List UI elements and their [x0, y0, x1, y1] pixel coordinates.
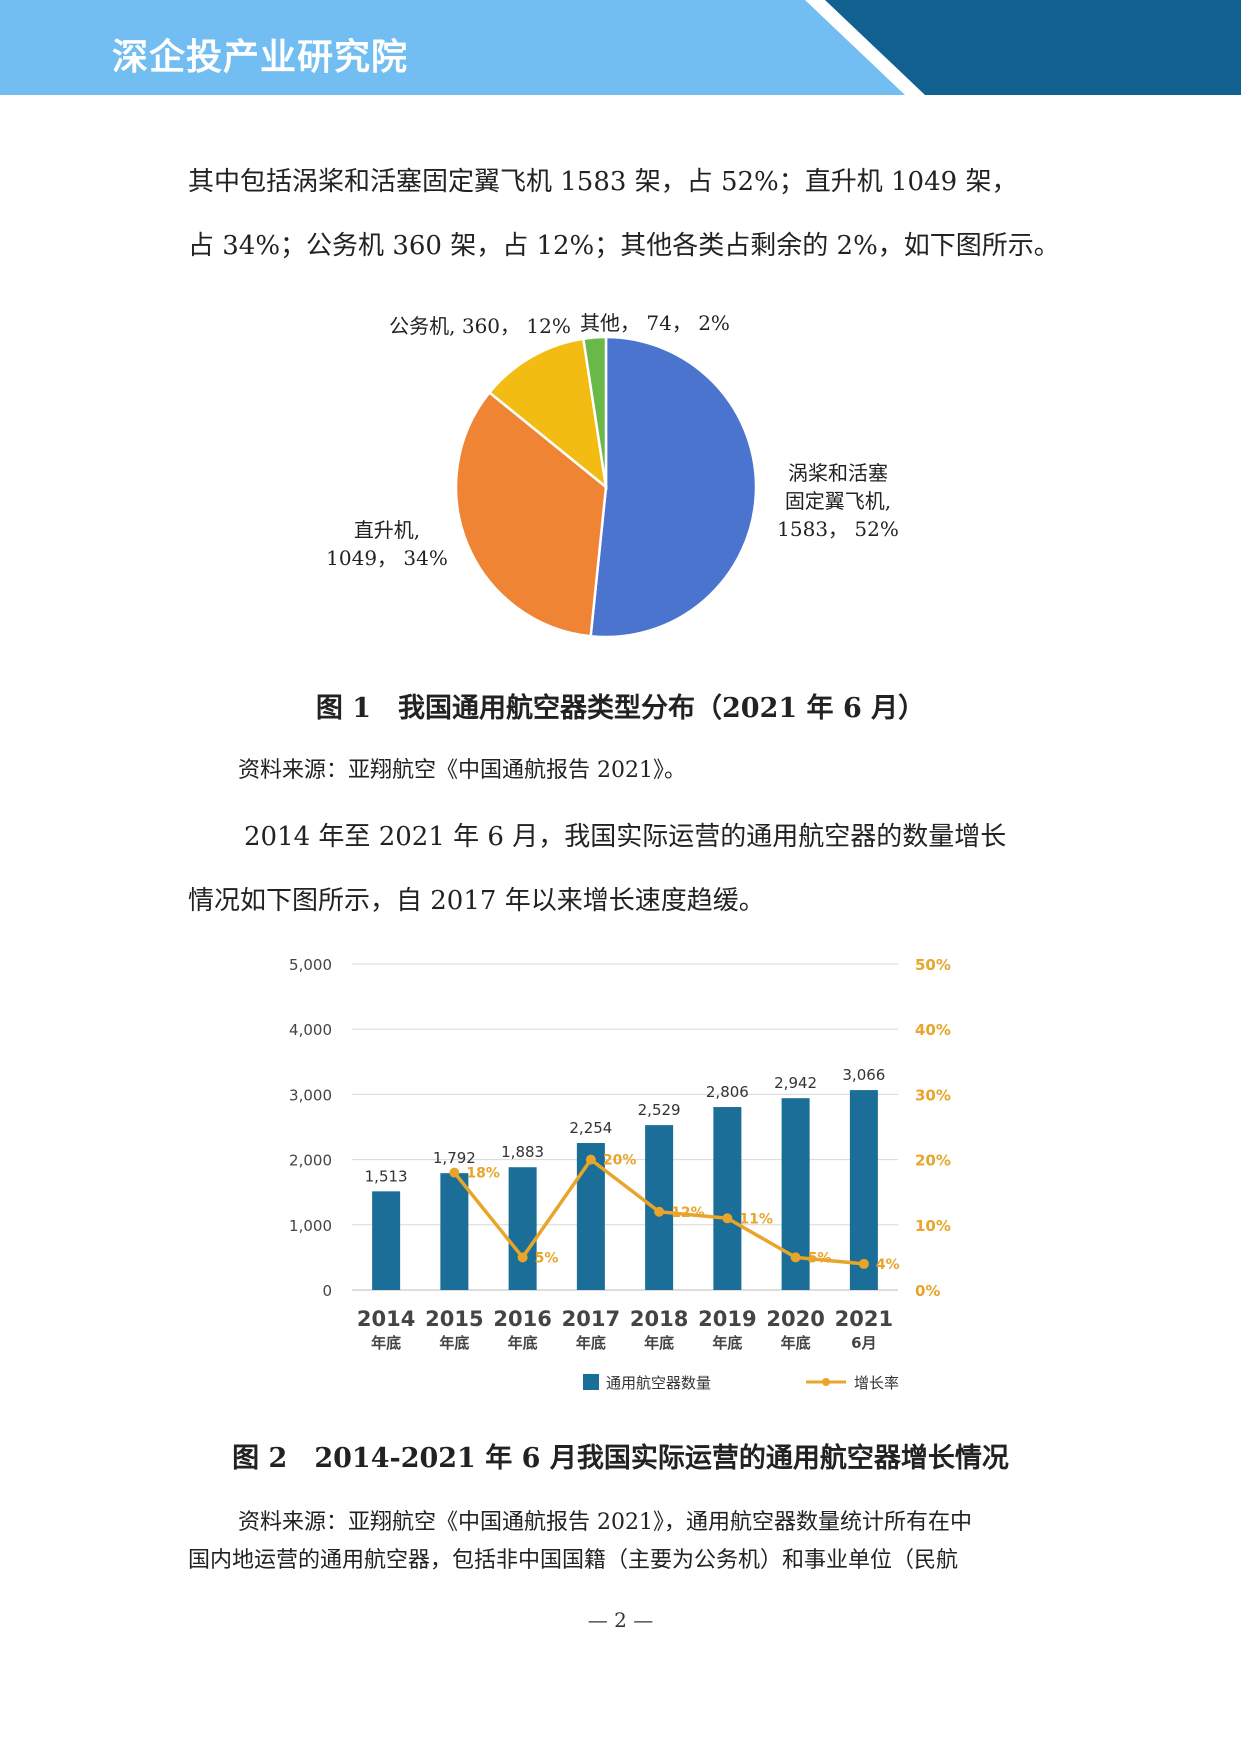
growth-point — [585, 1154, 596, 1165]
growth-value-label: 11% — [739, 1211, 773, 1227]
left-tick-label: 5,000 — [289, 956, 332, 974]
category-label: 2018 — [630, 1307, 688, 1331]
bar-value-label: 2,529 — [638, 1101, 681, 1119]
category-sublabel: 年底 — [712, 1334, 742, 1352]
pie-slice-4 — [581, 335, 608, 488]
pie-chart: 涡桨和活塞固定翼飞机, 1583， 52% 直升机, 1049， 34% 公务机, 36… — [326, 311, 899, 639]
growth-paragraph: 2014 年至 2021 年 6 月，我国实际运营的通用航空器的数量增长 情况如… — [188, 805, 1058, 933]
bar-2019 — [713, 1107, 742, 1290]
bar-value-label: 2,806 — [706, 1083, 749, 1101]
category-label: 2015 — [425, 1307, 483, 1331]
header-banner — [0, 0, 1241, 95]
growth-point — [517, 1252, 528, 1263]
pie-slice-2 — [454, 390, 608, 638]
pie-label: 涡桨和活塞 — [788, 461, 888, 485]
bar-2021 — [849, 1090, 878, 1290]
bar-2015 — [440, 1173, 469, 1290]
figure-2-source: 资料来源：亚翔航空《中国通航报告 2021》，通用航空器数量统计所有在中 国内地… — [188, 1504, 1058, 1580]
left-tick-label: 1,000 — [289, 1217, 332, 1235]
legend-line-marker — [822, 1378, 830, 1386]
right-tick-label: 0% — [915, 1282, 940, 1300]
growth-value-label: 20% — [603, 1153, 637, 1169]
pie-label: 其他， 74， 2% — [580, 311, 730, 335]
category-sublabel: 6月 — [851, 1334, 876, 1352]
growth-value-label: 4% — [876, 1257, 900, 1273]
bar-value-label: 1,883 — [501, 1143, 544, 1161]
growth-point — [790, 1252, 801, 1263]
category-sublabel: 年底 — [781, 1334, 811, 1352]
left-tick-label: 0 — [322, 1282, 332, 1300]
growth-value-label: 18% — [466, 1166, 500, 1182]
figure-2-caption: 图 2 2014-2021 年 6 月我国实际运营的通用航空器增长情况 — [232, 1443, 1009, 1474]
legend-line-label: 增长率 — [854, 1374, 899, 1392]
category-label: 2017 — [562, 1307, 620, 1331]
growth-value-label: 12% — [671, 1205, 705, 1221]
right-tick-label: 20% — [915, 1152, 951, 1170]
growth-value-label: 5% — [535, 1250, 559, 1266]
bar-value-label: 2,942 — [774, 1074, 817, 1092]
right-tick-label: 10% — [915, 1217, 951, 1235]
pie-label: 1049， 34% — [326, 546, 448, 570]
growth-point — [858, 1258, 869, 1269]
growth-point — [722, 1213, 733, 1224]
pie-label: 固定翼飞机, — [785, 489, 891, 513]
bar-value-label: 1,792 — [433, 1149, 476, 1167]
text-line: 2014 年至 2021 年 6 月，我国实际运营的通用航空器的数量增长 — [244, 822, 1007, 852]
intro-paragraph: 其中包括涡桨和活塞固定翼飞机 1583 架，占 52%；直升机 1049 架， … — [188, 150, 1060, 278]
bar-2014 — [372, 1191, 401, 1290]
category-label: 2014 — [357, 1307, 415, 1331]
growth-value-label: 5% — [808, 1250, 832, 1266]
pie-label: 直升机, — [354, 518, 420, 542]
text-line: 占 34%；公务机 360 架，占 12%；其他各类占剩余的 2%，如下图所示。 — [188, 231, 1060, 261]
right-tick-label: 50% — [915, 956, 951, 974]
brand-title: 深企投产业研究院 — [112, 37, 409, 78]
figure-1-source: 资料来源：亚翔航空《中国通航报告 2021》。 — [238, 758, 686, 783]
pie-slice-3 — [487, 337, 608, 491]
bar-2016 — [508, 1167, 537, 1290]
left-tick-label: 4,000 — [289, 1021, 332, 1039]
category-sublabel: 年底 — [508, 1334, 538, 1352]
page-number: — 2 — — [587, 1608, 654, 1632]
pie-label: 公务机, 360， 12% — [389, 314, 571, 338]
legend-bar-swatch — [583, 1374, 599, 1390]
growth-point — [449, 1167, 460, 1178]
category-label: 2020 — [766, 1307, 824, 1331]
text-line: 其中包括涡桨和活塞固定翼飞机 1583 架，占 52%；直升机 1049 架， — [188, 167, 1018, 197]
left-tick-label: 2,000 — [289, 1152, 332, 1170]
category-label: 2016 — [493, 1307, 551, 1331]
category-sublabel: 年底 — [371, 1334, 401, 1352]
bar-line-chart: 0 1,000 2,000 3,000 4,000 5,000 0% 10% 20% 30% 40%… — [289, 956, 951, 1392]
text-line: 国内地运营的通用航空器，包括非中国国籍（主要为公务机）和事业单位（民航 — [188, 1548, 959, 1573]
bar-value-label: 2,254 — [569, 1119, 612, 1137]
pie-label: 1583， 52% — [777, 517, 899, 541]
category-label: 2021 — [835, 1307, 893, 1331]
text-line: 资料来源：亚翔航空《中国通航报告 2021》，通用航空器数量统计所有在中 — [238, 1510, 972, 1535]
page-header: 深企投产业研究院 — [0, 0, 1241, 95]
figure-1-caption: 图 1 我国通用航空器类型分布（2021 年 6 月） — [315, 693, 926, 724]
bar-value-label: 3,066 — [842, 1066, 885, 1084]
left-tick-label: 3,000 — [289, 1086, 332, 1104]
right-tick-label: 30% — [915, 1086, 951, 1104]
growth-point — [654, 1206, 665, 1217]
legend-bar-label: 通用航空器数量 — [606, 1374, 711, 1392]
category-label: 2019 — [698, 1307, 756, 1331]
pie-slice-1 — [589, 335, 758, 639]
category-sublabel: 年底 — [576, 1334, 606, 1352]
bar-value-label: 1,513 — [365, 1167, 408, 1185]
right-tick-label: 40% — [915, 1021, 951, 1039]
category-sublabel: 年底 — [644, 1334, 674, 1352]
text-line: 情况如下图所示，自 2017 年以来增长速度趋缓。 — [188, 886, 765, 916]
category-sublabel: 年底 — [439, 1334, 469, 1352]
